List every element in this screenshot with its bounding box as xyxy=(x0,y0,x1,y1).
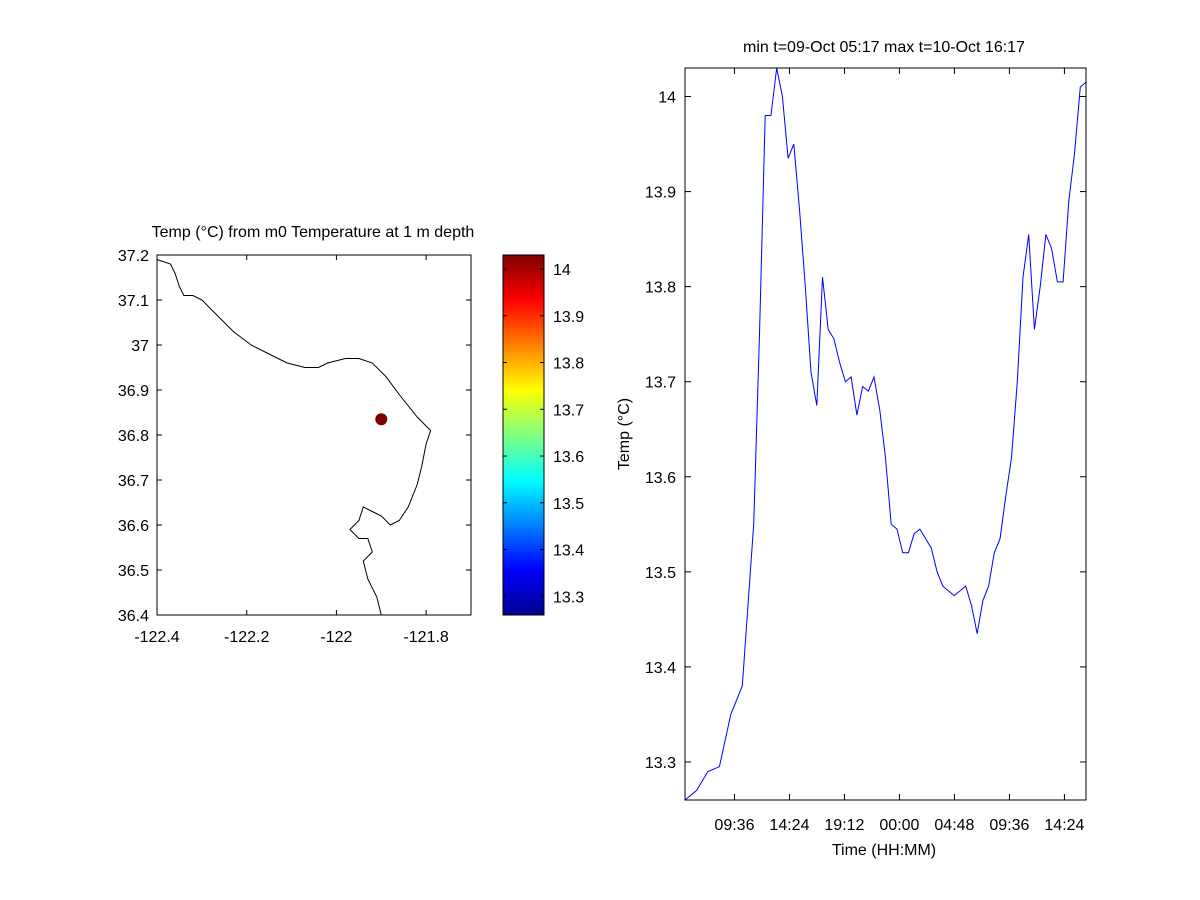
chart-x-axis: 09:36 14:24 19:12 00:00 04:48 09:36 14:24 xyxy=(714,68,1085,834)
colorbar-tick-label: 13.3 xyxy=(553,589,584,606)
map-x-tick-label: -121.8 xyxy=(403,629,448,646)
map-y-tick-label: 36.5 xyxy=(118,563,149,580)
chart-x-tick-label: 14:24 xyxy=(769,817,809,834)
colorbar-tick-label: 13.4 xyxy=(553,543,584,560)
map-title: Temp (°C) from m0 Temperature at 1 m dep… xyxy=(152,224,475,241)
chart-y-tick-label: 13.8 xyxy=(645,280,676,297)
chart-y-tick-label: 13.6 xyxy=(645,470,676,487)
map-y-tick-label: 36.9 xyxy=(118,383,149,400)
colorbar-tick-label: 14 xyxy=(553,262,571,279)
coastline xyxy=(156,259,432,616)
chart-y-axis: 14 13.9 13.8 13.7 13.6 13.5 13.4 13.3 xyxy=(645,90,1086,772)
map-y-tick-label: 37.2 xyxy=(118,248,149,265)
map-y-tick-label: 36.7 xyxy=(118,473,149,490)
colorbar-tick-label: 13.5 xyxy=(553,496,584,513)
chart-axes-box xyxy=(684,67,1087,801)
chart-y-tick-label: 14 xyxy=(658,90,676,107)
map-x-tick-label: -122 xyxy=(320,629,352,646)
station-marker xyxy=(375,413,388,426)
colorbar-axis: 14 13.9 13.8 13.7 13.6 13.5 13.4 13.3 xyxy=(503,262,584,606)
chart-x-tick-label: 00:00 xyxy=(879,817,919,834)
map-y-tick-label: 36.4 xyxy=(118,608,149,625)
colorbar: 14 13.9 13.8 13.7 13.6 13.5 13.4 13.3 xyxy=(502,254,584,616)
chart-x-tick-label: 14:24 xyxy=(1044,817,1084,834)
chart-x-tick-label: 04:48 xyxy=(934,817,974,834)
chart-x-tick-label: 19:12 xyxy=(824,817,864,834)
temperature-series-line xyxy=(684,67,1087,801)
colorbar-tick-label: 13.6 xyxy=(553,449,584,466)
map-x-tick-label: -122.2 xyxy=(224,629,269,646)
chart-y-tick-label: 13.7 xyxy=(645,375,676,392)
colorbar-tick-label: 13.8 xyxy=(553,356,584,373)
chart-y-tick-label: 13.4 xyxy=(645,660,676,677)
map-y-axis: 37.2 37.1 37 36.9 36.8 36.7 36.6 36.5 36.4 xyxy=(118,248,471,625)
map-y-tick-label: 37.1 xyxy=(118,293,149,310)
map-y-tick-label: 36.6 xyxy=(118,518,149,535)
map-y-tick-label: 36.8 xyxy=(118,428,149,445)
chart-title: min t=09-Oct 05:17 max t=10-Oct 16:17 xyxy=(743,39,1025,56)
map-panel: Temp (°C) from m0 Temperature at 1 m dep… xyxy=(118,224,474,646)
colorbar-tick-label: 13.7 xyxy=(553,402,584,419)
chart-x-tick-label: 09:36 xyxy=(714,817,754,834)
map-axes-box xyxy=(156,254,472,616)
colorbar-tick-label: 13.9 xyxy=(553,309,584,326)
timeseries-panel: min t=09-Oct 05:17 max t=10-Oct 16:17 09… xyxy=(616,39,1087,859)
chart-x-tick-label: 09:36 xyxy=(989,817,1029,834)
chart-y-tick-label: 13.3 xyxy=(645,755,676,772)
chart-y-tick-label: 13.9 xyxy=(645,185,676,202)
map-x-axis: -122.4 -122.2 -122 -121.8 xyxy=(134,255,449,646)
y-axis-label: Temp (°C) xyxy=(616,398,633,470)
map-x-tick-label: -122.4 xyxy=(134,629,179,646)
colorbar-gradient xyxy=(502,254,545,616)
chart-y-tick-label: 13.5 xyxy=(645,565,676,582)
x-axis-label: Time (HH:MM) xyxy=(832,842,936,859)
map-y-tick-label: 37 xyxy=(131,338,149,355)
